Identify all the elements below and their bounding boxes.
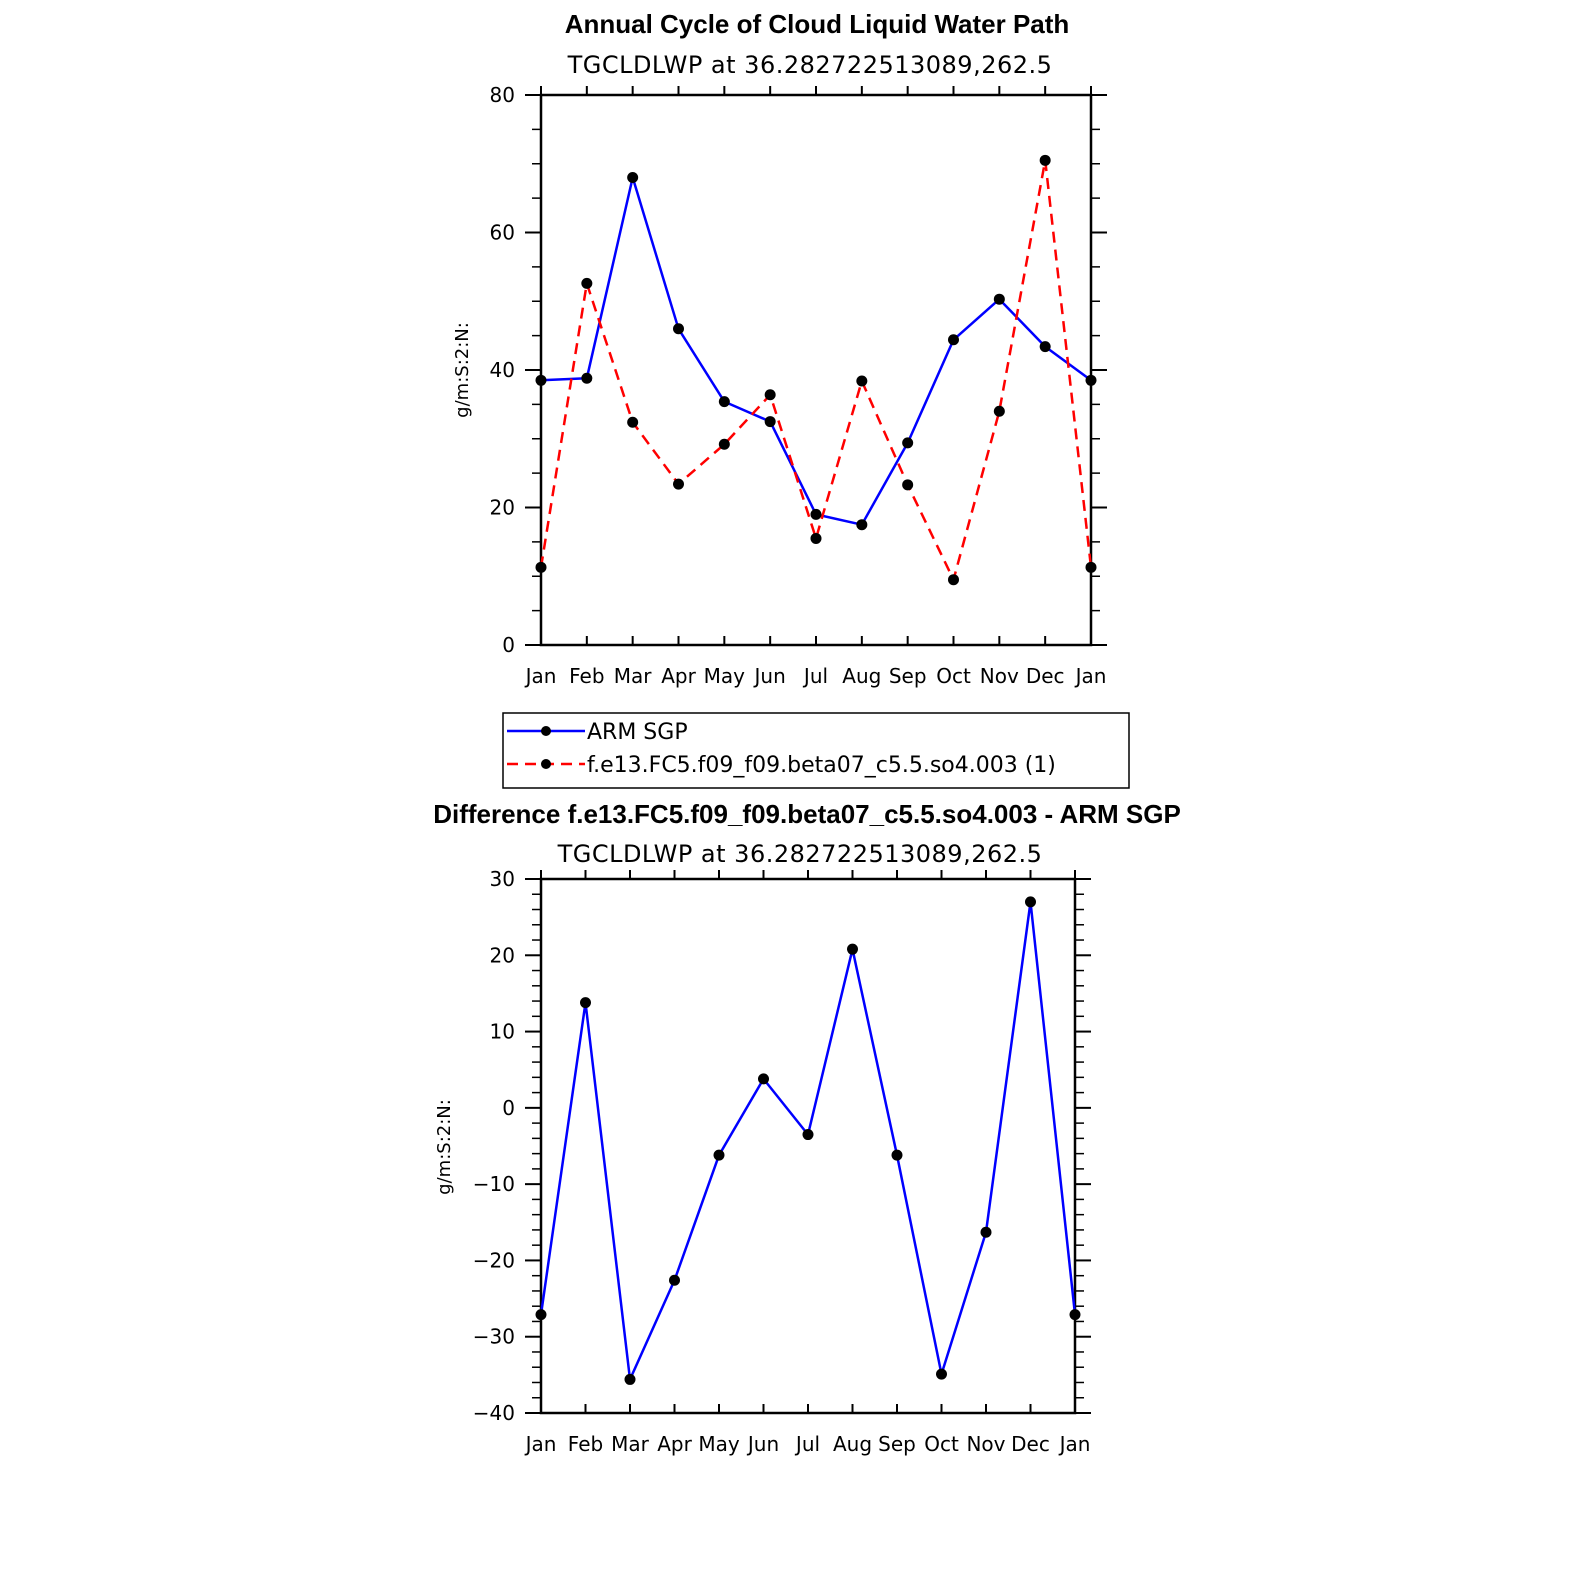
y-tick-label: 10 [490, 1020, 515, 1044]
data-point [1039, 154, 1051, 166]
y-tick-label: −10 [473, 1172, 515, 1196]
data-point [669, 1274, 680, 1286]
x-tick-label: Jun [753, 664, 786, 688]
y-tick-label: 30 [490, 867, 515, 891]
legend-box [502, 712, 1130, 789]
x-tick-label: Oct [936, 664, 971, 688]
x-tick-label: Jun [746, 1432, 779, 1456]
x-tick-label: Dec [1011, 1432, 1050, 1456]
data-point [535, 1309, 547, 1321]
data-point [580, 997, 591, 1009]
data-point [535, 374, 547, 386]
data-point [627, 416, 639, 428]
data-point [764, 389, 776, 401]
x-tick-label: Apr [657, 1432, 692, 1456]
data-point [673, 323, 684, 335]
x-tick-label: Aug [833, 1432, 872, 1456]
legend-marker-arm-sgp [541, 726, 551, 736]
data-point [856, 519, 868, 531]
legend-label-arm-sgp: ARM SGP [587, 720, 688, 745]
plot-frame [539, 877, 1077, 1415]
data-point [764, 416, 776, 428]
legend-item-arm-sgp: ARM SGP [507, 720, 688, 745]
x-tick-label: Mar [614, 664, 653, 688]
data-point [624, 1373, 636, 1385]
chart-subtitle: TGCLDLWP at 36.282722513089,262.5 [567, 51, 1053, 79]
y-tick-label: −40 [473, 1401, 515, 1425]
data-point [936, 1368, 947, 1380]
series-line-0 [539, 900, 1077, 1381]
data-point [980, 1226, 992, 1238]
data-point [902, 479, 914, 491]
data-point [1085, 374, 1097, 386]
data-point [535, 561, 547, 573]
y-tick-label: 20 [490, 496, 515, 520]
data-point [891, 1149, 903, 1161]
data-point [581, 277, 593, 289]
x-tick-label: Jan [1074, 664, 1107, 688]
data-point [902, 437, 914, 449]
annual-cycle-chart: Annual Cycle of Cloud Liquid Water Path … [452, 9, 1130, 789]
x-tick-label: Sep [878, 1432, 916, 1456]
y-tick-label: −20 [473, 1248, 515, 1272]
data-point [713, 1149, 725, 1161]
y-axis-label: g/m:S:2:N: [434, 1099, 455, 1195]
legend-item-model: f.e13.FC5.f09_f09.beta07_c5.5.so4.003 (1… [507, 753, 1056, 778]
data-point [627, 172, 639, 183]
x-tick-label: Jan [524, 664, 557, 688]
x-tick-label: Sep [889, 664, 927, 688]
x-tick-label: May [704, 664, 746, 688]
data-point [847, 943, 858, 955]
data-point [581, 372, 593, 384]
x-tick-label: Feb [568, 1432, 603, 1456]
data-point [810, 532, 822, 544]
data-point [1085, 561, 1097, 573]
y-axis-label: g/m:S:2:N: [452, 322, 473, 418]
y-tick-label: 20 [490, 943, 515, 967]
data-point [856, 375, 868, 387]
series-line-0 [540, 176, 1092, 526]
y-tick-label: 0 [502, 633, 515, 657]
x-tick-label: May [698, 1432, 740, 1456]
data-point [758, 1073, 769, 1085]
x-tick-label: Nov [980, 664, 1019, 688]
y-tick-label: 80 [490, 83, 515, 107]
x-tick-label: Oct [924, 1432, 959, 1456]
data-point [948, 574, 959, 586]
y-tick-label: −30 [473, 1325, 515, 1349]
data-point [948, 334, 959, 346]
plot-frame [539, 93, 1093, 647]
x-tick-label: Jan [524, 1432, 557, 1456]
x-tick-label: Mar [611, 1432, 650, 1456]
x-tick-label: Dec [1026, 664, 1065, 688]
data-point [718, 438, 730, 450]
x-tick-label: Jul [802, 664, 828, 688]
x-tick-label: Jan [1058, 1432, 1091, 1456]
chart-title: Difference f.e13.FC5.f09_f09.beta07_c5.5… [433, 799, 1181, 829]
x-tick-label: Aug [842, 664, 881, 688]
x-tick-label: Apr [661, 664, 696, 688]
data-point [810, 508, 822, 520]
x-tick-label: Nov [966, 1432, 1005, 1456]
x-tick-label: Jul [794, 1432, 820, 1456]
difference-chart: Difference f.e13.FC5.f09_f09.beta07_c5.5… [433, 799, 1181, 1456]
data-point [1069, 1309, 1081, 1321]
chart-title: Annual Cycle of Cloud Liquid Water Path [565, 9, 1070, 39]
y-tick-label: 0 [502, 1096, 515, 1120]
y-tick-label: 40 [490, 358, 515, 382]
data-point [802, 1129, 814, 1141]
legend: ARM SGP f.e13.FC5.f09_f09.beta07_c5.5.so… [502, 712, 1130, 789]
data-point [718, 396, 730, 408]
data-point [993, 405, 1005, 417]
legend-marker-model [541, 759, 551, 769]
x-tick-label: Feb [569, 664, 604, 688]
legend-label-model: f.e13.FC5.f09_f09.beta07_c5.5.so4.003 (1… [587, 753, 1056, 778]
data-point [673, 478, 684, 490]
chart-subtitle: TGCLDLWP at 36.282722513089,262.5 [557, 840, 1043, 868]
data-point [1025, 896, 1036, 908]
data-point [993, 293, 1005, 305]
data-point [1039, 341, 1051, 353]
y-tick-label: 60 [490, 221, 515, 245]
